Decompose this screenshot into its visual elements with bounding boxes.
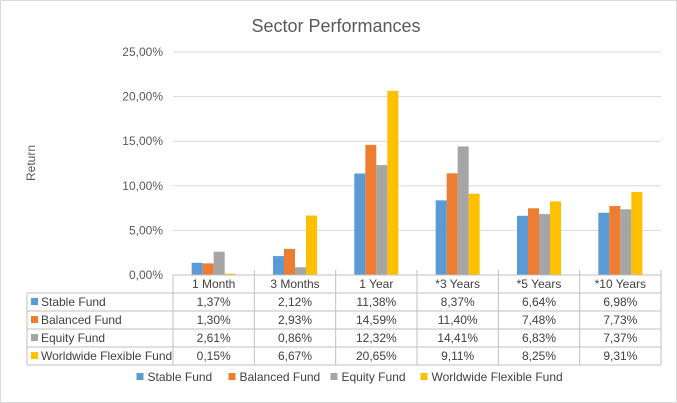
table-cell: 9,31%	[603, 349, 637, 363]
category-label: 3 Months	[270, 277, 319, 291]
table-cell: 0,15%	[197, 349, 231, 363]
bar	[539, 214, 550, 275]
table-cell: 12,32%	[356, 331, 397, 345]
y-tick-label: 5,00%	[129, 223, 163, 237]
legend: Stable Fund Balanced Fund Equity Fund World…	[136, 370, 563, 384]
table-cell: 1,37%	[197, 295, 231, 309]
bar	[224, 273, 236, 275]
bar	[191, 262, 203, 275]
y-tick-label: 15,00%	[122, 134, 163, 148]
bars	[191, 90, 643, 275]
bar	[550, 201, 561, 275]
table-cell: 1,30%	[197, 313, 231, 327]
bar	[273, 256, 284, 275]
legend-label: Equity Fund	[342, 370, 406, 384]
table-cell: 2,12%	[278, 295, 312, 309]
gridlines	[173, 51, 661, 276]
bar	[306, 215, 317, 275]
bar	[387, 90, 399, 275]
table-cell: 8,37%	[441, 295, 475, 309]
bar	[435, 200, 447, 275]
table-cell: 2,93%	[278, 313, 312, 327]
bar	[446, 173, 458, 275]
table-legend-key	[31, 352, 38, 359]
bar	[284, 248, 295, 275]
bar	[609, 206, 621, 275]
bar	[631, 191, 643, 275]
legend-key	[330, 373, 338, 380]
category-label: *3 Years	[435, 277, 480, 291]
bar	[365, 144, 377, 275]
table-cell: 6,83%	[522, 331, 556, 345]
table-series-name: Balanced Fund	[41, 313, 122, 327]
legend-key	[420, 373, 428, 380]
table-cell: 6,98%	[603, 295, 637, 309]
data-table: 1 Month 3 Months 1 Year *3 Years *5 Years *10…	[26, 270, 662, 366]
category-label: *10 Years	[595, 277, 646, 291]
table-cell: 20,65%	[356, 349, 397, 363]
table-series-name: Worldwide Flexible Fund	[41, 349, 172, 363]
bar	[517, 215, 528, 275]
table-cell: 11,38%	[356, 295, 396, 309]
table-cell: 7,48%	[522, 313, 556, 327]
table-legend-key	[31, 334, 38, 341]
bar	[528, 208, 539, 275]
bar	[598, 212, 610, 275]
table-cell: 8,25%	[522, 349, 556, 363]
legend-key	[136, 373, 144, 380]
bar	[620, 209, 632, 275]
y-tick-label: 20,00%	[122, 90, 163, 104]
table-cell: 14,41%	[437, 331, 478, 345]
table-cell: 14,59%	[356, 313, 397, 327]
legend-key	[228, 373, 236, 380]
bar	[354, 173, 366, 275]
y-tick-label: 25,00%	[122, 45, 163, 59]
table-legend-key	[31, 316, 38, 323]
legend-label: Balanced Fund	[240, 370, 321, 384]
table-cell: 2,61%	[197, 331, 231, 345]
table-cell: 0,86%	[278, 331, 312, 345]
legend-label: Stable Fund	[148, 370, 213, 384]
bar	[202, 263, 214, 275]
table-cell: 6,67%	[278, 349, 312, 363]
category-label: 1 Month	[192, 277, 235, 291]
table-series-name: Stable Fund	[41, 295, 106, 309]
category-label: 1 Year	[359, 277, 393, 291]
table-cell: 11,40%	[438, 313, 478, 327]
table-series-name: Equity Fund	[41, 331, 105, 345]
chart-title: Sector Performances	[251, 16, 420, 36]
bar	[468, 193, 480, 275]
y-tick-label: 10,00%	[122, 179, 163, 193]
table-cell: 9,11%	[441, 349, 474, 363]
bar	[295, 267, 306, 275]
y-tick-label: 0,00%	[129, 268, 163, 282]
table-cell: 7,37%	[603, 331, 637, 345]
legend-label: Worldwide Flexible Fund	[432, 370, 563, 384]
category-label: *5 Years	[517, 277, 562, 291]
bar	[457, 146, 469, 275]
y-tick-labels: 0,00% 5,00% 10,00% 15,00% 20,00% 25,00%	[122, 45, 163, 282]
table-cell: 7,73%	[603, 313, 637, 327]
bar	[213, 251, 225, 275]
bar	[376, 165, 388, 275]
y-axis-label: Return	[24, 145, 38, 181]
table-legend-key	[31, 298, 38, 305]
table-cell: 6,64%	[522, 295, 556, 309]
